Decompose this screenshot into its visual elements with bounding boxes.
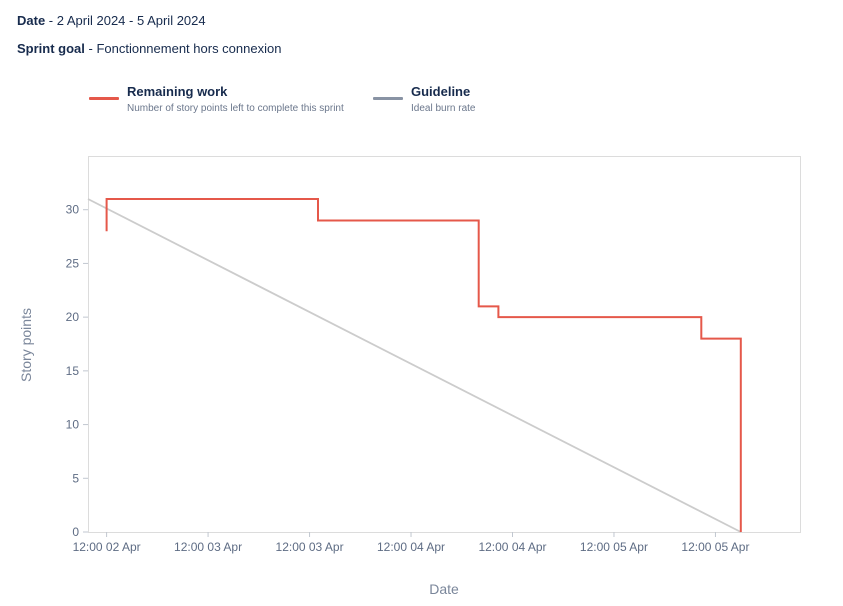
legend-title-remaining-work: Remaining work [127, 84, 228, 99]
series-layer [87, 198, 742, 533]
legend-swatch-remaining-work [89, 97, 119, 100]
sprint-goal-label: Sprint goal [17, 41, 85, 56]
y-tick-label: 0 [72, 525, 79, 539]
plot-area-frame [88, 156, 801, 533]
y-tick-label: 25 [66, 256, 80, 270]
legend-title-guideline: Guideline [411, 84, 471, 99]
y-tick-label: 20 [66, 310, 80, 324]
y-axis-title: Story points [18, 308, 34, 382]
series-line-remaining-work[interactable] [105, 198, 742, 532]
x-tick-label: 12:00 05 Apr [580, 540, 648, 554]
x-tick-label: 12:00 04 Apr [478, 540, 546, 554]
y-tick-label: 10 [66, 418, 80, 432]
sprint-goal-value: - Fonctionnement hors connexion [84, 41, 282, 56]
legend-swatch-guideline [373, 97, 403, 100]
x-tick-label: 12:00 03 Apr [276, 540, 344, 554]
legend-desc-guideline: Ideal burn rate [411, 103, 476, 114]
x-axis: 12:00 02 Apr 12:00 03 Apr 12:00 03 Apr 12:0… [73, 532, 749, 554]
sprint-date: Date - 2 April 2024 - 5 April 2024 [17, 13, 206, 28]
date-label: Date [17, 13, 46, 28]
x-tick-label: 12:00 05 Apr [681, 540, 749, 554]
sprint-goal: Sprint goal - Fonctionnement hors connex… [17, 41, 281, 56]
y-tick-label: 15 [66, 364, 80, 378]
legend-desc-remaining-work: Number of story points left to complete … [127, 103, 344, 114]
x-tick-label: 12:00 02 Apr [73, 540, 141, 554]
date-value: - 2 April 2024 - 5 April 2024 [45, 13, 206, 28]
y-tick-label: 30 [66, 203, 80, 217]
y-tick-label: 5 [72, 471, 79, 485]
series-line-guideline[interactable] [87, 198, 742, 533]
x-tick-label: 12:00 03 Apr [174, 540, 242, 554]
x-tick-label: 12:00 04 Apr [377, 540, 445, 554]
y-axis: 0 5 10 15 20 25 30 [66, 203, 88, 539]
x-axis-title: Date [429, 581, 459, 597]
